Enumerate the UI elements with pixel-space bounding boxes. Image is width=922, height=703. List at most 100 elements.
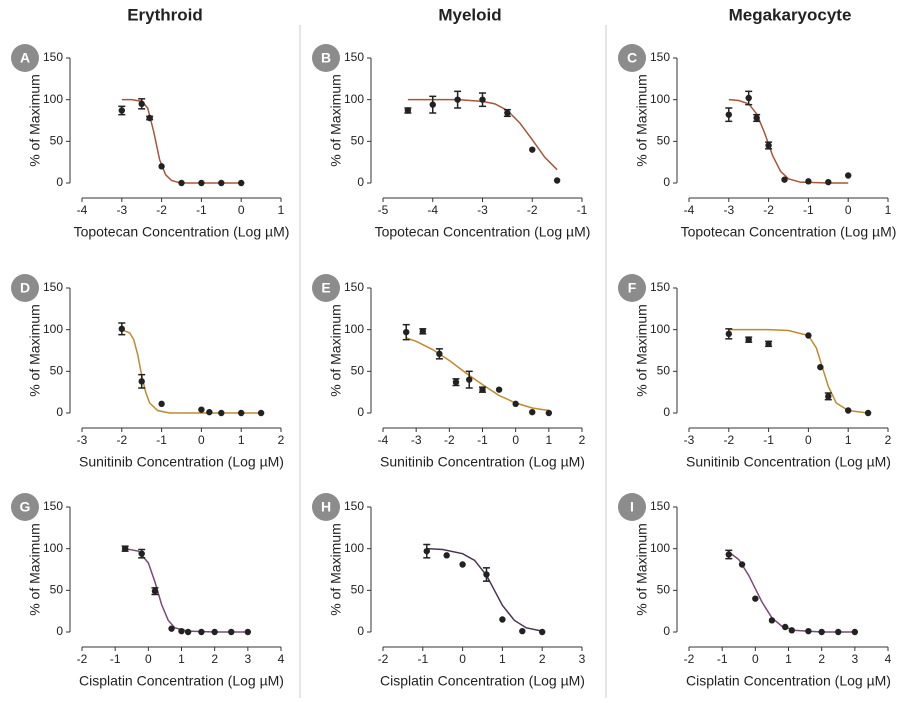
x-tick-label: -2 bbox=[723, 433, 734, 447]
x-tick-label: -3 bbox=[684, 433, 695, 447]
data-point bbox=[725, 551, 732, 558]
data-point bbox=[805, 178, 812, 185]
data-point bbox=[257, 409, 265, 417]
data-point bbox=[158, 400, 165, 408]
x-tick-label: 2 bbox=[211, 652, 218, 666]
y-tick-label: 150 bbox=[43, 280, 63, 294]
y-tick-label: 150 bbox=[344, 50, 364, 64]
data-point bbox=[504, 109, 511, 117]
x-tick-label: -1 bbox=[763, 433, 774, 447]
x-tick-label: -1 bbox=[717, 652, 728, 666]
data-point bbox=[118, 325, 126, 333]
data-point bbox=[121, 545, 129, 552]
data-point bbox=[228, 628, 235, 636]
y-axis-label: % of Maximum bbox=[328, 74, 344, 167]
data-point bbox=[403, 328, 410, 336]
x-axis-label: Cisplatin Concentration (Log µM) bbox=[79, 673, 284, 689]
x-tick-label: -3 bbox=[77, 433, 88, 447]
data-point bbox=[851, 628, 859, 636]
x-axis-label: Topotecan Concentration (Log µM) bbox=[681, 224, 897, 240]
x-tick-label: 2 bbox=[278, 433, 285, 447]
data-point bbox=[479, 386, 486, 393]
data-point bbox=[818, 628, 825, 636]
x-tick-label: -1 bbox=[417, 652, 428, 666]
data-point bbox=[184, 628, 192, 636]
x-tick-label: -1 bbox=[477, 433, 488, 447]
column-header: Megakaryocyte bbox=[729, 5, 852, 24]
x-axis-label: Sunitinib Concentration (Log µM) bbox=[686, 454, 891, 470]
data-point bbox=[768, 617, 776, 624]
data-point bbox=[198, 628, 205, 636]
data-point bbox=[805, 627, 812, 635]
column-header: Erythroid bbox=[127, 5, 203, 24]
x-tick-label: 0 bbox=[145, 652, 152, 666]
data-point bbox=[238, 409, 245, 417]
x-tick-label: 1 bbox=[845, 433, 852, 447]
y-axis-label: % of Maximum bbox=[634, 74, 650, 167]
x-tick-label: -1 bbox=[110, 652, 121, 666]
data-point bbox=[452, 378, 460, 386]
data-point bbox=[483, 571, 490, 578]
x-tick-label: -3 bbox=[116, 203, 127, 217]
data-point bbox=[118, 107, 126, 114]
data-point bbox=[825, 393, 832, 400]
data-point bbox=[817, 363, 824, 371]
data-point bbox=[479, 96, 486, 103]
y-tick-label: 150 bbox=[650, 280, 670, 294]
data-point bbox=[146, 114, 153, 122]
x-tick-label: -2 bbox=[378, 652, 389, 666]
panel-badge bbox=[312, 493, 340, 521]
data-point bbox=[788, 627, 796, 634]
data-point bbox=[845, 407, 852, 414]
x-axis-label: Sunitinib Concentration (Log µM) bbox=[380, 454, 585, 470]
data-point bbox=[529, 408, 536, 416]
data-point bbox=[436, 350, 443, 358]
panel-letter: E bbox=[321, 280, 330, 296]
data-point bbox=[745, 94, 752, 102]
data-point bbox=[725, 330, 732, 338]
x-tick-label: 1 bbox=[178, 652, 185, 666]
x-tick-label: -4 bbox=[77, 203, 88, 217]
panel-letter: D bbox=[20, 280, 30, 296]
data-point bbox=[529, 146, 536, 153]
y-axis-label: % of Maximum bbox=[634, 523, 650, 616]
data-point bbox=[753, 114, 760, 122]
x-tick-label: 2 bbox=[818, 652, 825, 666]
x-tick-label: 0 bbox=[238, 203, 245, 217]
data-point bbox=[499, 616, 506, 623]
x-tick-label: 4 bbox=[885, 652, 892, 666]
data-point bbox=[151, 587, 159, 595]
data-point bbox=[539, 628, 546, 636]
x-tick-label: 1 bbox=[278, 203, 285, 217]
x-tick-label: 1 bbox=[545, 433, 552, 447]
y-tick-label: 50 bbox=[657, 134, 671, 148]
fit-curve bbox=[121, 98, 242, 184]
fit-curve bbox=[728, 328, 869, 414]
data-point bbox=[781, 176, 788, 183]
y-tick-label: 0 bbox=[56, 624, 63, 638]
data-point bbox=[138, 100, 145, 108]
y-tick-label: 100 bbox=[344, 541, 364, 555]
y-tick-label: 0 bbox=[357, 175, 364, 189]
y-tick-label: 0 bbox=[663, 175, 670, 189]
x-tick-label: -2 bbox=[444, 433, 455, 447]
x-tick-label: 1 bbox=[499, 652, 506, 666]
y-axis-label: % of Maximum bbox=[27, 74, 43, 167]
fit-curve bbox=[405, 337, 549, 412]
data-point bbox=[443, 552, 450, 559]
panel-badge bbox=[312, 44, 340, 72]
x-axis-label: Cisplatin Concentration (Log µM) bbox=[380, 673, 585, 689]
y-axis-label: % of Maximum bbox=[27, 304, 43, 397]
x-tick-label: -2 bbox=[116, 433, 127, 447]
x-tick-label: 2 bbox=[579, 433, 586, 447]
x-tick-label: 0 bbox=[845, 203, 852, 217]
x-tick-label: 3 bbox=[244, 652, 251, 666]
x-tick-label: -2 bbox=[77, 652, 88, 666]
panel-letter: F bbox=[628, 280, 637, 296]
y-tick-label: 50 bbox=[657, 364, 671, 378]
panel-badge bbox=[618, 44, 646, 72]
data-point bbox=[845, 172, 852, 179]
column-header: Myeloid bbox=[438, 5, 501, 24]
y-tick-label: 50 bbox=[351, 364, 365, 378]
x-tick-label: 0 bbox=[459, 652, 466, 666]
